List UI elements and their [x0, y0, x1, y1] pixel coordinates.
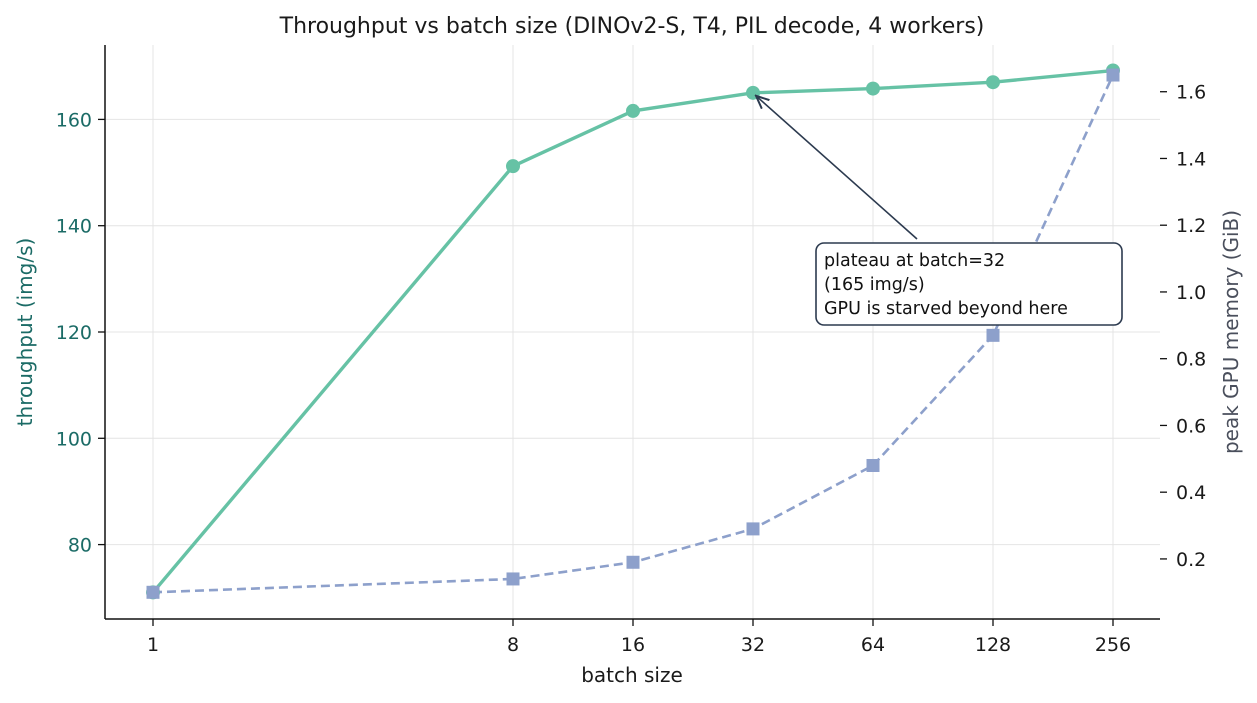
- y-axis-left-label: throughput (img/s): [13, 238, 37, 427]
- chart-title: Throughput vs batch size (DINOv2-S, T4, …: [279, 14, 985, 39]
- throughput-point: [506, 159, 520, 174]
- memory-point: [746, 522, 760, 536]
- y-left-tick-label: 120: [56, 322, 92, 344]
- x-tick-label: 128: [975, 634, 1011, 656]
- throughput-point: [626, 103, 640, 118]
- y-right-tick-label: 0.6: [1176, 415, 1206, 437]
- memory-point: [1106, 68, 1120, 82]
- x-axis-label: batch size: [581, 663, 683, 687]
- x-tick-label: 256: [1095, 634, 1131, 656]
- memory-point: [626, 555, 640, 569]
- y-left-tick-label: 160: [56, 109, 92, 131]
- throughput-point: [986, 75, 1000, 90]
- y-left-tick-label: 100: [56, 428, 92, 450]
- y-left-tick-label: 80: [68, 535, 92, 557]
- grid: [105, 45, 1160, 619]
- y-right-tick-label: 1.2: [1176, 215, 1206, 237]
- y-right-tick-label: 0.2: [1176, 549, 1206, 571]
- x-tick-label: 32: [741, 634, 765, 656]
- y-right-tick-label: 0.4: [1176, 482, 1206, 504]
- y-right-tick-label: 1.4: [1176, 148, 1206, 170]
- memory-point: [506, 572, 520, 586]
- y-right-tick-label: 0.8: [1176, 349, 1206, 371]
- x-tick-label: 16: [621, 634, 645, 656]
- x-tick-label: 8: [507, 634, 519, 656]
- x-tick-label: 1: [147, 634, 159, 656]
- x-tick-label: 64: [861, 634, 885, 656]
- annotation-line: GPU is starved beyond here: [824, 299, 1068, 319]
- y-right-tick-label: 1.0: [1176, 282, 1206, 304]
- y-right-tick-label: 1.6: [1176, 82, 1206, 104]
- annotation-box: [815, 242, 1123, 326]
- memory-point: [146, 585, 160, 599]
- y-axis-right-label: peak GPU memory (GiB): [1219, 210, 1243, 454]
- memory-point: [866, 458, 880, 472]
- memory-point: [986, 328, 1000, 342]
- y-left-tick-label: 140: [56, 216, 92, 238]
- annotation-line: (165 img/s): [824, 275, 925, 295]
- annotation-arrow: [756, 96, 918, 240]
- throughput-point: [866, 81, 880, 96]
- ticks: 1 8 16 32 64 128 256 80 100 120 140 160 0.2 0.4 0.6 0.8…: [56, 82, 1206, 656]
- annotation-line: plateau at batch=32: [824, 251, 1005, 271]
- series: [146, 63, 1120, 600]
- annotation: plateau at batch=32 (165 img/s) GPU is sta…: [756, 96, 1123, 326]
